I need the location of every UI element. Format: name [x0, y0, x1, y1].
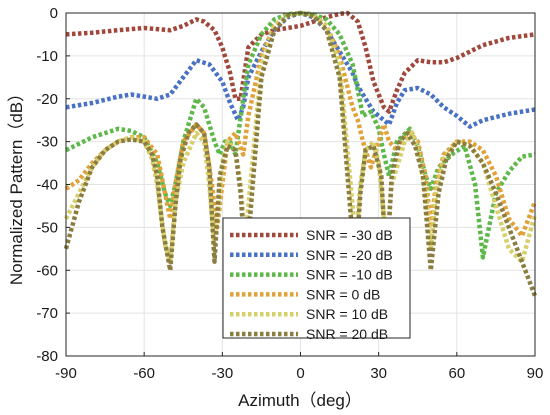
x-tick-label: 90: [527, 365, 544, 382]
x-tick-label: -90: [55, 365, 77, 382]
x-tick-label: 60: [448, 365, 465, 382]
y-tick-label: -10: [36, 48, 58, 65]
y-axis-title: Normalized Pattern（dB）: [7, 85, 26, 285]
y-tick-label: 0: [50, 5, 58, 22]
y-tick-label: -70: [36, 305, 58, 322]
x-tick-label: 30: [370, 365, 387, 382]
legend-label-6: SNR = 20 dB: [306, 326, 388, 342]
y-tick-label: -20: [36, 91, 58, 108]
series-line-4: [64, 10, 538, 239]
x-axis-title: Azimuth（deg）: [238, 391, 362, 410]
y-tick-label: -40: [36, 177, 58, 194]
series-line-6: [63, 10, 538, 297]
y-tick-label: -60: [36, 262, 58, 279]
x-tick-label: -60: [133, 365, 155, 382]
y-axis-ticks: 0 -10 -20 -30 -40 -50 -60 -70 -80: [36, 5, 70, 365]
x-tick-label: 0: [296, 365, 304, 382]
legend-label-4: SNR = 0 dB: [306, 286, 380, 302]
x-axis-ticks: -90 -60 -30 0 30 60 90: [55, 352, 543, 382]
series-line-1: [65, 10, 536, 114]
legend-box: [222, 217, 411, 339]
series-line-2: [65, 10, 536, 129]
legend-label-5: SNR = 10 dB: [306, 306, 388, 322]
y-tick-label: -30: [36, 134, 58, 151]
legend-label-1: SNR = -30 dB: [306, 227, 393, 243]
x-tick-label: -30: [211, 365, 233, 382]
y-tick-label: -50: [36, 219, 58, 236]
legend-label-3: SNR = -10 dB: [306, 267, 393, 283]
series-layer: [63, 10, 538, 297]
y-tick-label: -80: [36, 348, 58, 365]
legend: SNR = -30 dB SNR = -20 dB SNR = -10 dB SNR …: [222, 217, 411, 342]
legend-label-2: SNR = -20 dB: [306, 247, 393, 263]
